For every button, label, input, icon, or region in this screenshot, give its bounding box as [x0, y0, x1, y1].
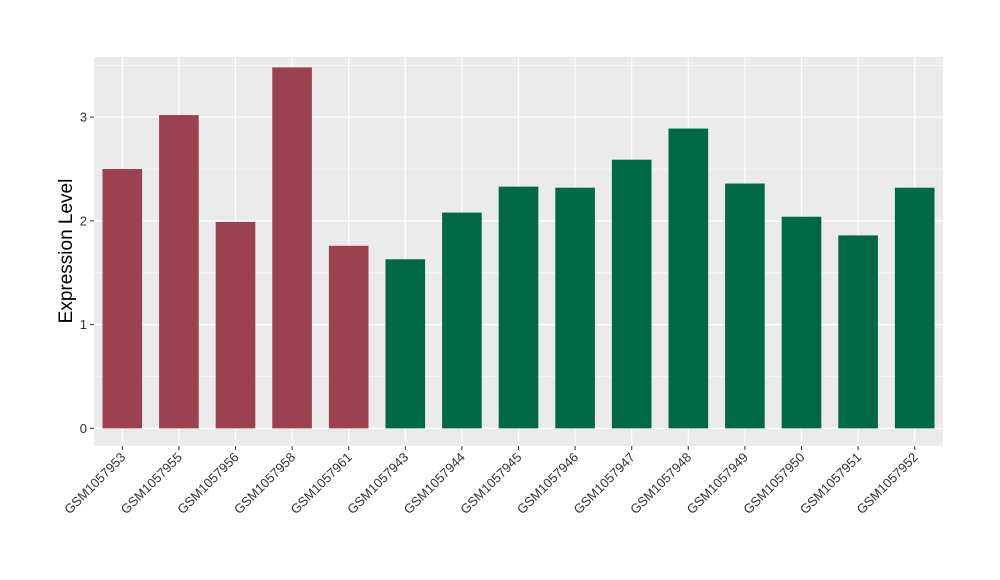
y-tick-label: 2	[80, 213, 87, 228]
y-tick-label: 3	[80, 110, 87, 125]
bar-GSM1057949	[725, 183, 765, 429]
bar-GSM1057952	[894, 187, 935, 429]
bar-GSM1057944	[442, 212, 482, 429]
x-axis: GSM1057953GSM1057955GSM1057956GSM1057958…	[61, 446, 921, 517]
y-axis: 0 1 2 3	[80, 110, 94, 436]
y-tick-label: 1	[80, 317, 87, 332]
bar-GSM1057953	[102, 169, 143, 429]
bar-GSM1057946	[555, 187, 595, 429]
bar-GSM1057950	[781, 216, 822, 429]
bars	[102, 67, 935, 429]
y-axis-title: Expression Level	[56, 179, 77, 324]
bar-GSM1057947	[611, 159, 652, 429]
bar-GSM1057955	[159, 115, 199, 429]
bar-GSM1057961	[328, 245, 369, 429]
bar-GSM1057945	[498, 186, 539, 429]
bar-GSM1057956	[215, 221, 256, 429]
bar-GSM1057951	[838, 235, 878, 429]
bar-GSM1057948	[668, 128, 709, 429]
bar-GSM1057958	[272, 67, 312, 429]
y-tick-label: 0	[80, 421, 87, 436]
bar-GSM1057943	[385, 259, 426, 429]
